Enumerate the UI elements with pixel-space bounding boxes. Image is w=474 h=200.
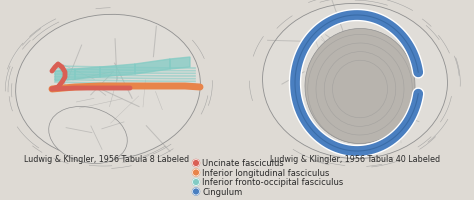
Polygon shape	[440, 97, 451, 122]
Polygon shape	[355, 1, 387, 6]
Polygon shape	[372, 160, 401, 167]
Ellipse shape	[16, 15, 201, 160]
Polygon shape	[328, 163, 345, 166]
Polygon shape	[438, 36, 449, 54]
Polygon shape	[374, 157, 393, 162]
Polygon shape	[30, 20, 56, 37]
Polygon shape	[18, 127, 39, 148]
Polygon shape	[192, 41, 204, 59]
Polygon shape	[209, 81, 212, 106]
Polygon shape	[320, 0, 346, 3]
Polygon shape	[455, 57, 459, 76]
Polygon shape	[100, 65, 135, 78]
Polygon shape	[318, 156, 350, 163]
Polygon shape	[366, 164, 382, 167]
Text: Cingulum: Cingulum	[202, 187, 243, 196]
Polygon shape	[8, 68, 12, 92]
Polygon shape	[201, 96, 208, 114]
Polygon shape	[55, 70, 75, 82]
Polygon shape	[111, 166, 131, 169]
Text: Inferior longitudinal fasciculus: Inferior longitudinal fasciculus	[202, 168, 330, 177]
Ellipse shape	[263, 4, 447, 159]
Text: Ludwig & Klingler, 1956 Tabula 8 Labeled: Ludwig & Klingler, 1956 Tabula 8 Labeled	[25, 154, 190, 163]
Text: Inferior fronto-occipital fasciculus: Inferior fronto-occipital fasciculus	[202, 178, 344, 187]
Polygon shape	[135, 60, 170, 75]
Polygon shape	[9, 97, 12, 111]
Polygon shape	[418, 137, 431, 147]
Ellipse shape	[305, 29, 415, 144]
Polygon shape	[153, 145, 171, 154]
Polygon shape	[170, 58, 190, 70]
Polygon shape	[22, 41, 30, 50]
Polygon shape	[123, 156, 149, 163]
Polygon shape	[33, 146, 42, 153]
Circle shape	[192, 160, 200, 167]
Polygon shape	[422, 20, 431, 27]
Polygon shape	[33, 23, 59, 41]
Circle shape	[192, 188, 200, 195]
Circle shape	[192, 169, 200, 176]
Polygon shape	[8, 44, 23, 70]
Circle shape	[192, 179, 200, 186]
Polygon shape	[456, 58, 460, 87]
Polygon shape	[293, 150, 324, 163]
Text: Ludwig & Klingler, 1956 Tabula 40 Labeled: Ludwig & Klingler, 1956 Tabula 40 Labele…	[270, 154, 440, 163]
Polygon shape	[5, 67, 10, 92]
Polygon shape	[387, 1, 412, 11]
Polygon shape	[75, 68, 100, 80]
Polygon shape	[54, 158, 68, 164]
Ellipse shape	[49, 107, 128, 164]
Polygon shape	[277, 17, 292, 29]
Polygon shape	[419, 137, 436, 149]
Polygon shape	[157, 149, 173, 158]
Polygon shape	[143, 146, 165, 157]
Polygon shape	[309, 0, 323, 3]
Polygon shape	[249, 82, 253, 101]
Polygon shape	[96, 9, 110, 10]
Polygon shape	[22, 29, 41, 46]
Polygon shape	[312, 160, 329, 165]
Polygon shape	[89, 165, 112, 166]
Text: Uncinate fasciculus: Uncinate fasciculus	[202, 159, 284, 168]
Polygon shape	[426, 26, 439, 40]
Polygon shape	[253, 37, 264, 57]
Polygon shape	[428, 120, 448, 142]
